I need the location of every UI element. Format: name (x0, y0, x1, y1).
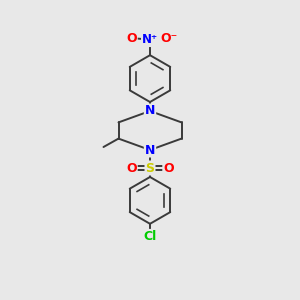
Text: O: O (163, 161, 174, 175)
Text: N⁺: N⁺ (142, 33, 158, 46)
Text: O: O (126, 161, 137, 175)
Text: N: N (145, 143, 155, 157)
Text: S: S (146, 161, 154, 175)
Text: O: O (126, 32, 137, 45)
Text: Cl: Cl (143, 230, 157, 243)
Text: N: N (145, 104, 155, 118)
Text: O⁻: O⁻ (160, 32, 177, 45)
